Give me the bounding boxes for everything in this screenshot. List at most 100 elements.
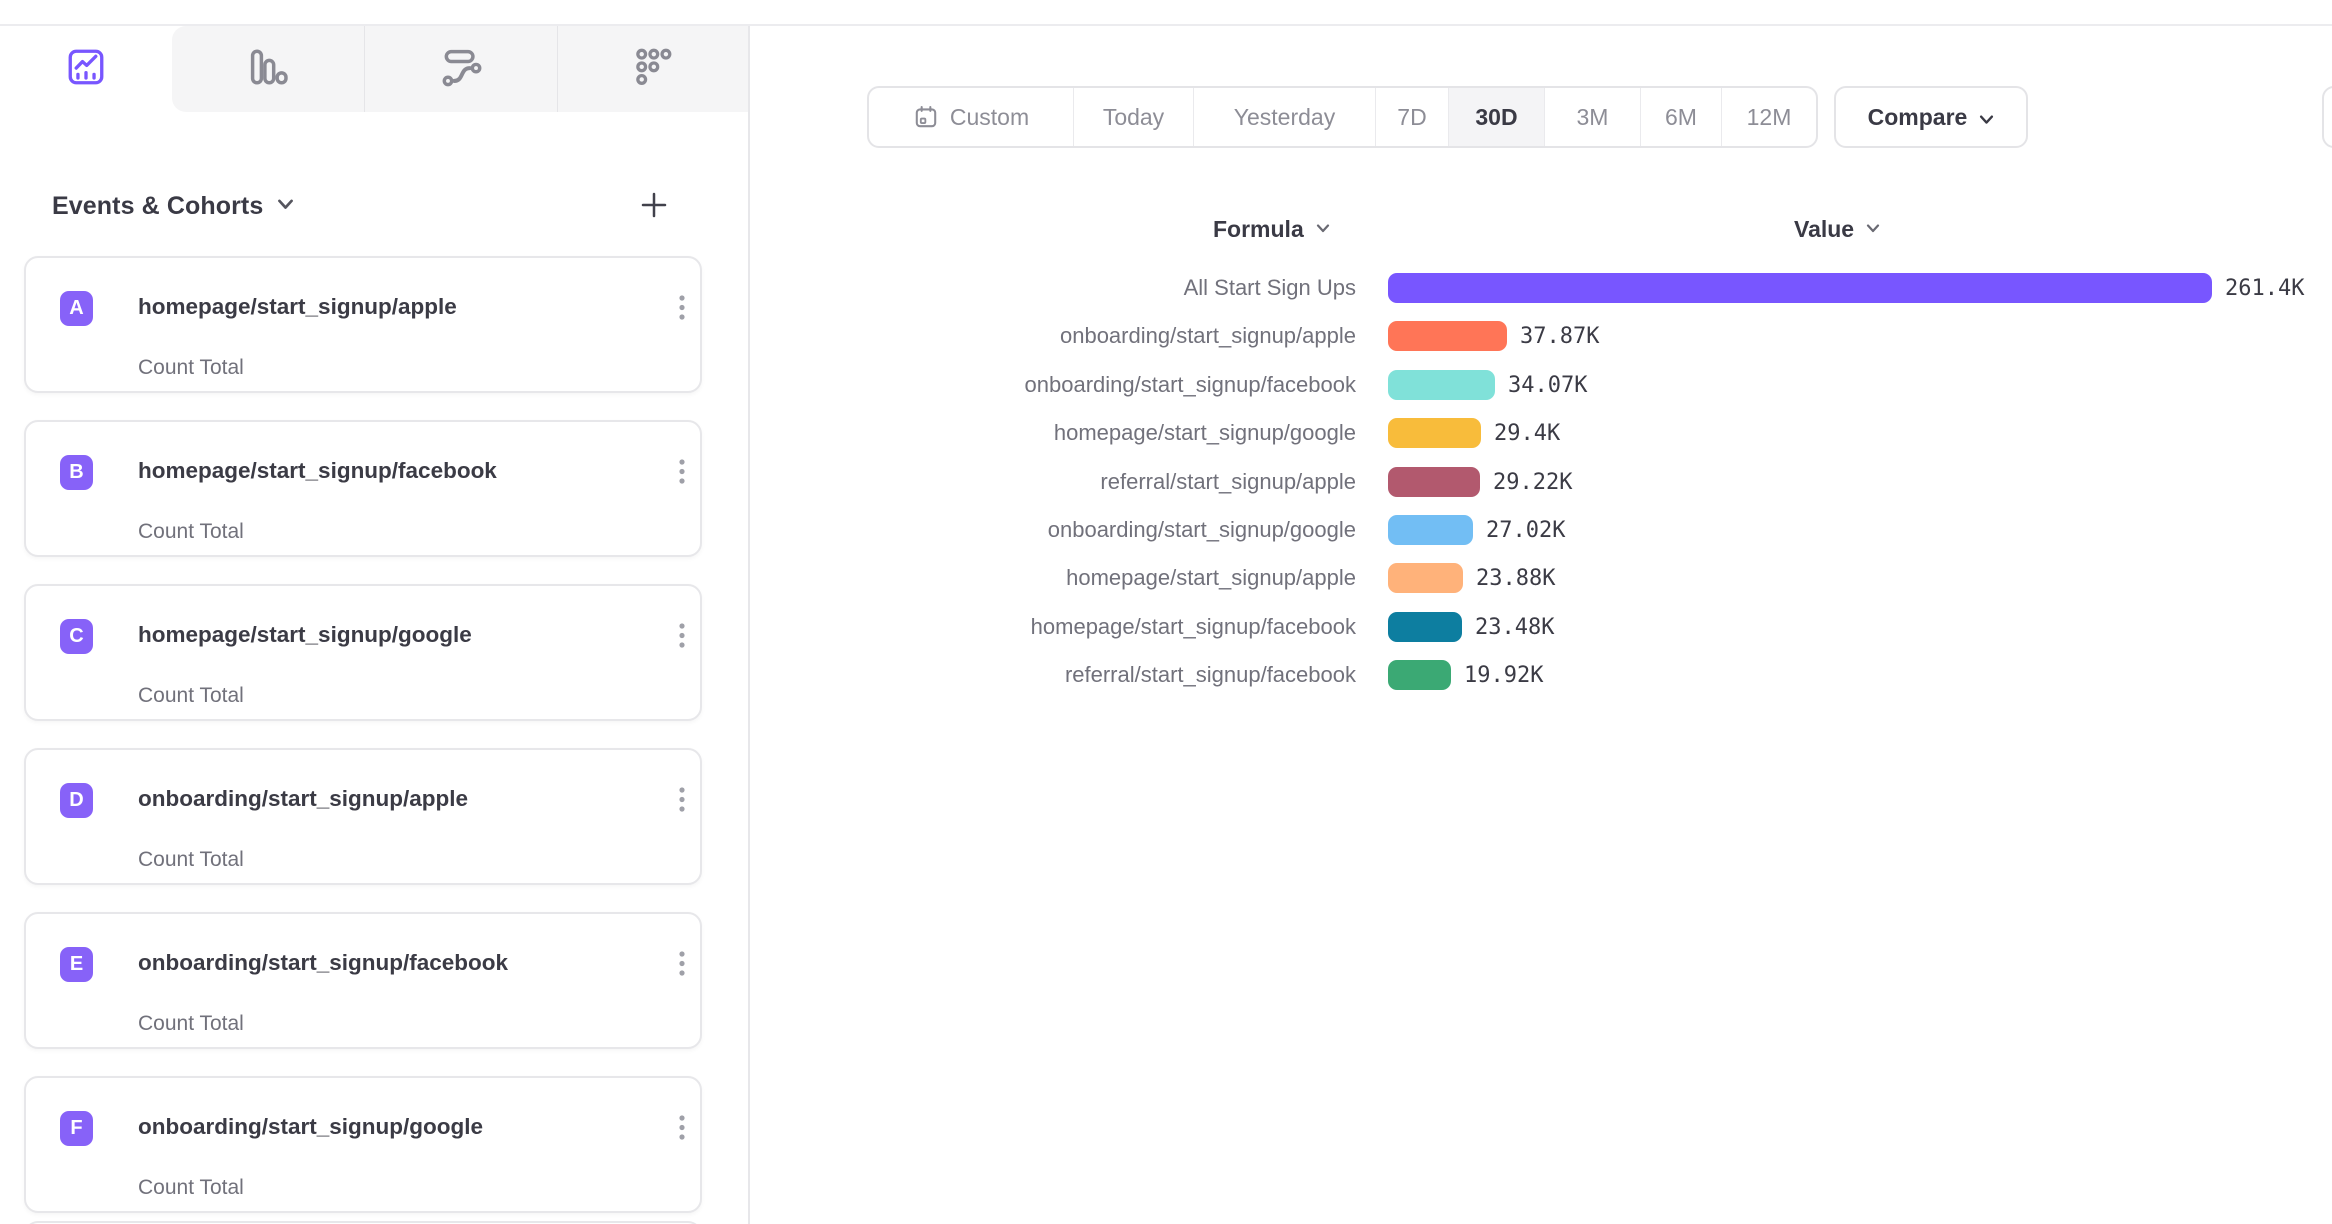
event-menu-button[interactable] — [664, 452, 700, 498]
kebab-icon — [678, 785, 686, 822]
range-label: 12M — [1746, 103, 1792, 130]
chart-bar[interactable] — [1388, 273, 2212, 303]
chevron-down-icon — [1979, 104, 1994, 131]
chart-row-label: homepage/start_signup/google — [1053, 420, 1356, 445]
event-name: homepage/start_signup/facebook — [138, 458, 497, 483]
event-menu-button[interactable] — [664, 288, 700, 334]
event-badge: F — [60, 1111, 93, 1146]
edge-partial-button[interactable] — [2322, 86, 2332, 148]
retention-icon — [632, 45, 676, 94]
chevron-down-icon — [277, 197, 294, 215]
bar-chart-icon — [246, 45, 290, 94]
range-custom[interactable]: Custom — [869, 88, 1073, 146]
formula-header-label: Formula — [1213, 215, 1304, 242]
event-name: onboarding/start_signup/apple — [138, 786, 469, 811]
chart-type-tabstrip — [172, 26, 750, 112]
kebab-icon — [678, 457, 686, 494]
range-6m[interactable]: 6M — [1640, 88, 1721, 146]
chart-bar-value: 37.87K — [1520, 324, 1600, 349]
chart-bar[interactable] — [1388, 660, 1451, 690]
range-label: 6M — [1665, 103, 1697, 130]
event-menu-button[interactable] — [664, 616, 700, 662]
events-cohorts-header: Events & Cohorts — [52, 184, 702, 228]
chart-bar[interactable] — [1388, 612, 1462, 642]
chevron-down-icon — [1316, 220, 1330, 238]
range-12m[interactable]: 12M — [1721, 88, 1816, 146]
tab-retention[interactable] — [557, 26, 750, 112]
tab-bar-chart[interactable] — [172, 26, 364, 112]
compare-label: Compare — [1867, 103, 1968, 130]
range-30d[interactable]: 30D — [1448, 88, 1544, 146]
chart-bar-value: 29.22K — [1493, 470, 1573, 495]
range-label: 7D — [1397, 103, 1427, 130]
range-today[interactable]: Today — [1073, 88, 1193, 146]
range-label: Custom — [949, 103, 1030, 130]
kebab-icon — [678, 1113, 686, 1150]
range-label: Today — [1102, 103, 1165, 130]
chart-bar-value: 29.4K — [1494, 421, 1561, 446]
sidebar-divider — [748, 26, 750, 1224]
event-name: onboarding/start_signup/facebook — [138, 950, 509, 975]
chart-bar-value: 261.4K — [2225, 276, 2305, 301]
plus-icon — [638, 189, 670, 224]
range-label: 30D — [1475, 103, 1518, 130]
date-range-bar: Custom Today Yesterday 7D 30D 3M 6M 12M — [867, 86, 1818, 148]
range-yesterday[interactable]: Yesterday — [1193, 88, 1375, 146]
chart-bar-value: 23.88K — [1476, 566, 1556, 591]
formula-header[interactable]: Formula — [1213, 212, 1330, 246]
range-label: Yesterday — [1233, 103, 1336, 130]
kebab-icon — [678, 949, 686, 986]
event-name: homepage/start_signup/apple — [138, 294, 457, 319]
chart-bar[interactable] — [1388, 321, 1507, 351]
events-cohorts-dropdown[interactable]: Events & Cohorts — [52, 184, 294, 228]
flows-icon — [439, 45, 483, 94]
value-header[interactable]: Value — [1794, 212, 1880, 246]
chart-bar-value: 19.92K — [1464, 663, 1544, 688]
chart-row-label: referral/start_signup/facebook — [1064, 662, 1356, 687]
range-7d[interactable]: 7D — [1375, 88, 1448, 146]
event-menu-button[interactable] — [664, 780, 700, 826]
event-menu-button[interactable] — [664, 1108, 700, 1154]
chart-bar-value: 23.48K — [1475, 615, 1555, 640]
top-divider — [0, 24, 2332, 26]
event-metric: Count Total — [138, 1176, 244, 1199]
chart-row-label: referral/start_signup/apple — [1100, 469, 1356, 494]
chart-bar[interactable] — [1388, 467, 1480, 497]
compare-button[interactable]: Compare — [1834, 86, 2028, 148]
tab-insights[interactable] — [0, 26, 172, 112]
calendar-icon — [913, 104, 939, 130]
insights-icon — [65, 46, 107, 93]
range-3m[interactable]: 3M — [1544, 88, 1640, 146]
chart-bar[interactable] — [1388, 418, 1481, 448]
event-menu-button[interactable] — [664, 944, 700, 990]
chart-row-label: onboarding/start_signup/facebook — [1024, 372, 1356, 397]
chart-bar[interactable] — [1388, 515, 1473, 545]
event-badge: E — [60, 947, 93, 982]
value-header-label: Value — [1794, 215, 1855, 242]
event-metric: Count Total — [138, 684, 244, 707]
event-badge: C — [60, 619, 93, 654]
event-badge: A — [60, 291, 93, 326]
event-metric: Count Total — [138, 1012, 244, 1035]
add-event-button[interactable] — [630, 182, 678, 230]
chart-bar[interactable] — [1388, 563, 1463, 593]
range-label: 3M — [1576, 103, 1609, 130]
chart-bar-value: 27.02K — [1486, 518, 1566, 543]
event-badge: B — [60, 455, 93, 490]
chart-bar-value: 34.07K — [1508, 373, 1588, 398]
tab-flows[interactable] — [364, 26, 557, 112]
event-name: homepage/start_signup/google — [138, 622, 472, 647]
chart-row-label: All Start Sign Ups — [1183, 275, 1356, 300]
chart-row-label: onboarding/start_signup/google — [1047, 517, 1356, 542]
kebab-icon — [678, 293, 686, 330]
event-name: onboarding/start_signup/google — [138, 1114, 483, 1139]
chart-bar[interactable] — [1388, 370, 1495, 400]
event-metric: Count Total — [138, 848, 244, 871]
